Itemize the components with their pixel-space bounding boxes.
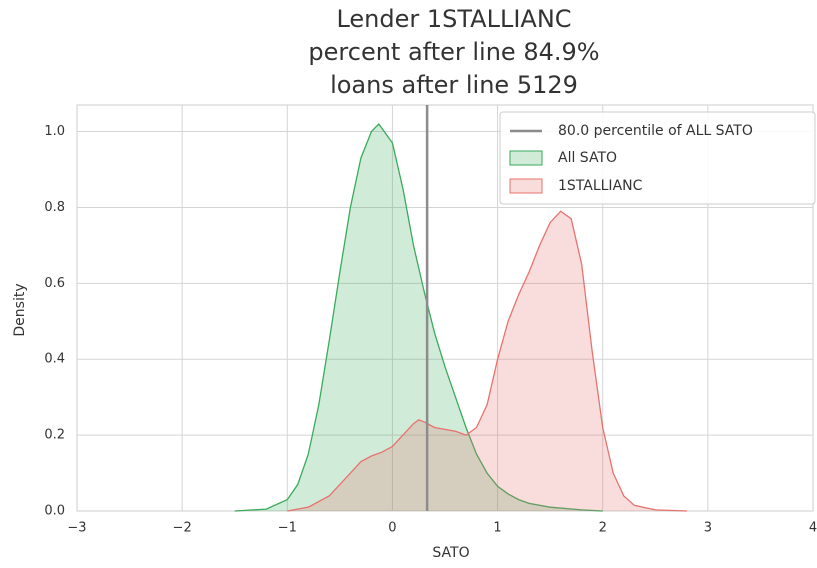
y-tick-label: 0.6 xyxy=(44,276,65,291)
y-axis-label: Density xyxy=(12,283,28,336)
chart-title: loans after line 5129 xyxy=(330,71,578,99)
density-line xyxy=(234,122,603,512)
x-tick-label: 4 xyxy=(809,521,817,536)
plot-frame xyxy=(76,104,814,512)
x-tick-label: 0 xyxy=(388,521,396,536)
x-tick-label: 2 xyxy=(599,521,607,536)
y-tick-label: 0.0 xyxy=(44,504,65,519)
y-tick-label: 1.0 xyxy=(44,124,65,139)
density-line xyxy=(287,210,687,512)
y-tick-label: 0.2 xyxy=(44,428,65,443)
x-tick-label: −2 xyxy=(173,521,192,536)
x-tick-label: 3 xyxy=(704,521,712,536)
chart-title: Lender 1STALLIANC xyxy=(336,5,571,33)
legend-label: 1STALLIANC xyxy=(558,178,643,194)
legend-swatch xyxy=(509,178,543,194)
legend-swatch xyxy=(509,150,543,166)
x-axis-label: SATO xyxy=(432,545,469,561)
legend-box xyxy=(499,111,816,205)
x-tick-label: 1 xyxy=(493,521,501,536)
legend-label: All SATO xyxy=(558,150,617,166)
area-fill xyxy=(234,124,603,511)
area-fill xyxy=(287,211,687,511)
x-tick-label: −3 xyxy=(67,521,86,536)
chart-title: percent after line 84.9% xyxy=(308,38,599,66)
y-tick-label: 0.4 xyxy=(44,352,65,367)
legend-label: 80.0 percentile of ALL SATO xyxy=(558,123,753,139)
x-tick-label: −1 xyxy=(278,521,297,536)
y-tick-label: 0.8 xyxy=(44,200,65,215)
